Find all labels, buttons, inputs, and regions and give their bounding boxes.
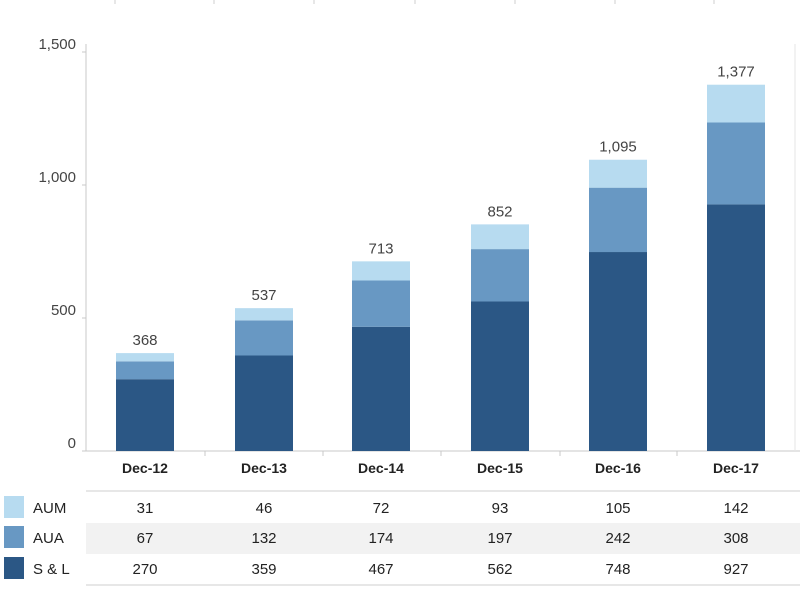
bar-sl-dec-16 [589, 252, 647, 451]
bar-aum-dec-15 [471, 224, 529, 250]
category-label: Dec-17 [713, 460, 759, 476]
table-cell: 93 [492, 500, 509, 517]
y-tick-label: 500 [51, 302, 76, 319]
table-cell: 67 [137, 530, 154, 547]
total-label: 1,377 [717, 64, 755, 81]
table-row-label: AUA [33, 530, 64, 547]
bar-aua-dec-15 [471, 249, 529, 302]
table-row-label: S & L [33, 561, 70, 578]
bar-sl-dec-14 [352, 326, 410, 451]
bar-aum-dec-12 [116, 353, 174, 362]
bar-aum-dec-17 [707, 84, 765, 123]
table-cell: 142 [723, 500, 748, 517]
table-cell: 748 [605, 561, 630, 578]
bar-aua-dec-17 [707, 122, 765, 205]
table-cell: 242 [605, 530, 630, 547]
bar-aua-dec-16 [589, 187, 647, 253]
table-cell: 72 [373, 500, 390, 517]
bars [116, 84, 765, 451]
category-label: Dec-13 [241, 460, 287, 476]
table-cell: 927 [723, 561, 748, 578]
total-label: 537 [251, 287, 276, 304]
total-label: 713 [368, 240, 393, 257]
table-row-band [86, 523, 800, 554]
bar-aua-dec-14 [352, 280, 410, 327]
bar-aum-dec-13 [235, 308, 293, 321]
bar-aum-dec-14 [352, 261, 410, 281]
category-label: Dec-12 [122, 460, 168, 476]
total-label: 852 [487, 203, 512, 220]
table-row-label: AUM [33, 500, 66, 517]
y-tick-label: 1,500 [38, 36, 76, 53]
table-cell: 562 [487, 561, 512, 578]
bar-aum-dec-16 [589, 159, 647, 188]
table-cell: 132 [251, 530, 276, 547]
bar-sl-dec-15 [471, 301, 529, 451]
legend-swatch [4, 557, 24, 579]
bar-aua-dec-12 [116, 361, 174, 380]
category-label: Dec-16 [595, 460, 641, 476]
legend-swatch [4, 526, 24, 548]
table-cell: 359 [251, 561, 276, 578]
bar-sl-dec-17 [707, 204, 765, 451]
legend-swatch [4, 496, 24, 518]
total-label: 1,095 [599, 139, 637, 156]
y-axis: 0 500 1,000 1,500 [38, 36, 800, 456]
table-cell: 197 [487, 530, 512, 547]
data-table: AUM 31 46 72 93 105 142 AUA 67 132 174 197 242 308 S &… [4, 490, 800, 586]
table-cell: 174 [368, 530, 393, 547]
table-cell: 105 [605, 500, 630, 517]
y-tick-label: 0 [68, 435, 76, 452]
total-labels: 368 537 713 852 1,095 1,377 [132, 64, 754, 349]
bar-aua-dec-13 [235, 320, 293, 356]
table-cell: 308 [723, 530, 748, 547]
table-cell: 270 [132, 561, 157, 578]
table-cell: 31 [137, 500, 154, 517]
x-axis-labels: Dec-12 Dec-13 Dec-14 Dec-15 Dec-16 Dec-17 [122, 460, 759, 476]
category-label: Dec-15 [477, 460, 523, 476]
table-cell: 46 [256, 500, 273, 517]
total-label: 368 [132, 332, 157, 349]
top-border-ticks [114, 0, 715, 4]
category-label: Dec-14 [358, 460, 404, 476]
table-cell: 467 [368, 561, 393, 578]
y-tick-label: 1,000 [38, 169, 76, 186]
bar-sl-dec-12 [116, 379, 174, 451]
bar-sl-dec-13 [235, 355, 293, 451]
